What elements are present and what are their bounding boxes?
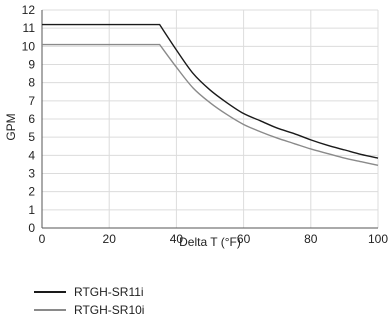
x-axis-title: Delta T (°F)	[179, 235, 241, 249]
legend-swatch-series-1	[34, 291, 66, 293]
y-axis-title: GPM	[4, 113, 18, 140]
y-tick-label: 1	[28, 203, 35, 217]
legend: RTGH-SR11i RTGH-SR10i	[34, 284, 144, 320]
legend-label-series-1: RTGH-SR11i	[74, 285, 144, 299]
legend-item-series-1: RTGH-SR11i	[34, 284, 144, 300]
series-lines	[42, 23, 379, 167]
y-tick-label: 10	[22, 39, 36, 53]
y-tick-label: 2	[28, 185, 35, 199]
y-tick-label: 6	[28, 112, 35, 126]
x-tick-label: 40	[170, 232, 184, 246]
x-tick-label: 0	[39, 232, 46, 246]
y-tick-label: 3	[28, 167, 35, 181]
grid	[42, 9, 379, 228]
y-tick-label: 12	[22, 3, 36, 17]
legend-item-series-2: RTGH-SR10i	[34, 302, 144, 318]
y-tick-label: 9	[28, 58, 35, 72]
legend-label-series-2: RTGH-SR10i	[74, 303, 145, 317]
y-tick-label: 8	[28, 76, 35, 90]
x-tick-label: 60	[237, 232, 251, 246]
y-tick-label: 7	[28, 94, 35, 108]
x-tick-label: 20	[103, 232, 117, 246]
axes	[41, 10, 378, 229]
x-tick-label: 100	[368, 232, 388, 246]
series-line-2	[42, 43, 379, 167]
x-tick-label: 80	[304, 232, 318, 246]
y-tick-label: 11	[23, 21, 36, 35]
y-tick-label: 4	[28, 148, 35, 162]
legend-swatch-series-2	[34, 309, 66, 311]
y-tick-label: 5	[28, 130, 35, 144]
series-line-1	[42, 23, 379, 159]
y-tick-label: 0	[28, 221, 35, 235]
